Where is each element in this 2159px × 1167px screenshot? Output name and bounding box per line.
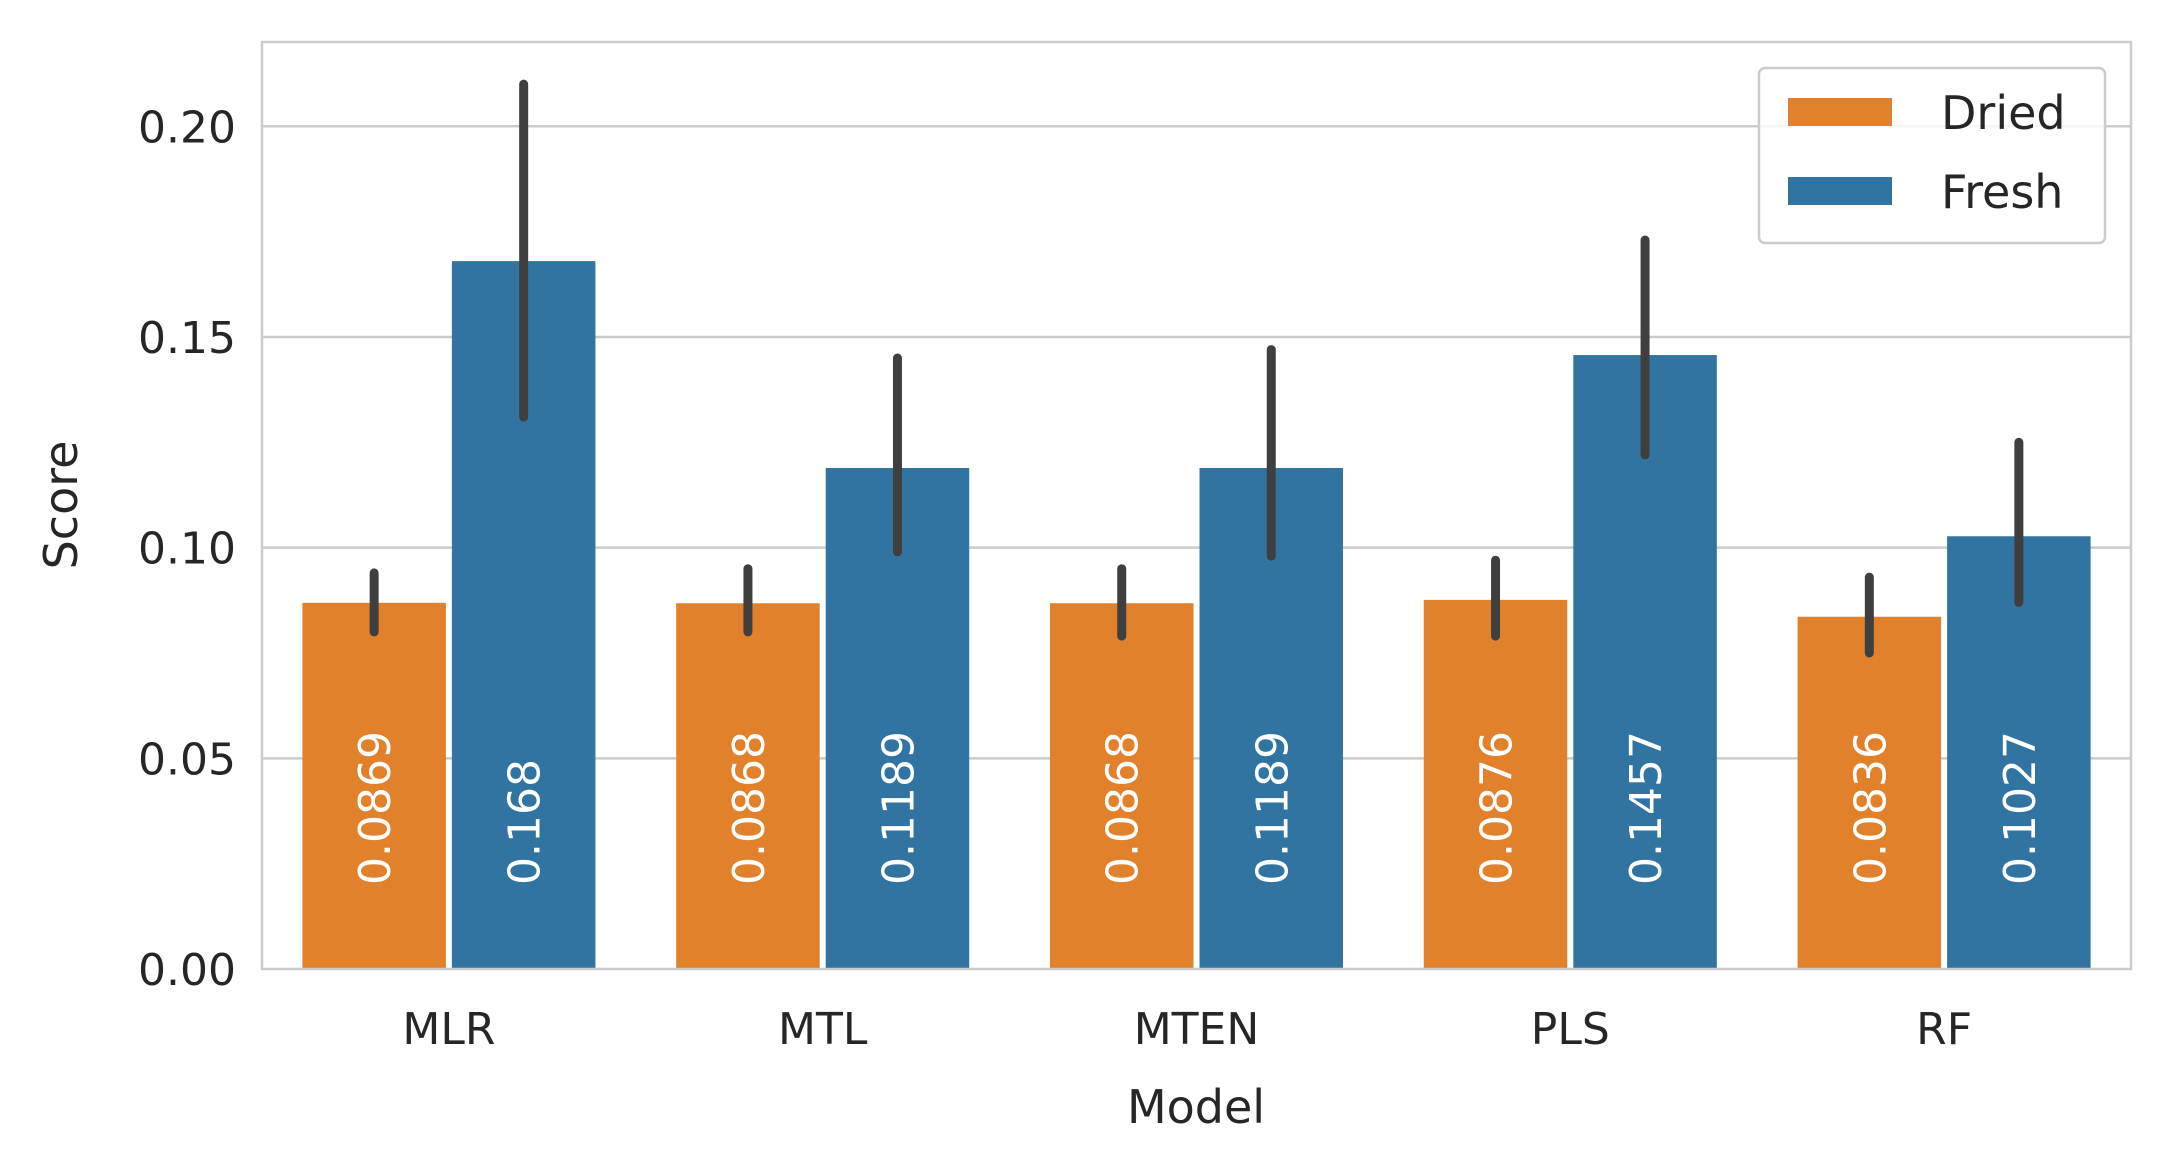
data-label-fresh: 0.1189 bbox=[1247, 731, 1298, 885]
data-label-dried: 0.0868 bbox=[724, 731, 775, 885]
legend-swatch-dried bbox=[1788, 98, 1892, 126]
data-label-fresh: 0.1027 bbox=[1995, 731, 2046, 885]
bar-dried bbox=[1049, 603, 1194, 969]
bar-dried bbox=[1423, 599, 1568, 969]
data-label-dried: 0.0876 bbox=[1472, 731, 1523, 885]
bar-fresh bbox=[1947, 536, 2091, 969]
legend-swatch-fresh bbox=[1788, 177, 1892, 205]
y-tick-labels: 0.00 0.05 0.10 0.15 0.20 bbox=[138, 102, 236, 996]
y-tick-label: 0.05 bbox=[138, 734, 236, 785]
data-label-fresh: 0.1189 bbox=[873, 731, 924, 885]
data-label-dried: 0.0836 bbox=[1845, 731, 1896, 885]
x-tick-labels: MLR MTL MTEN PLS RF bbox=[402, 1004, 1972, 1055]
x-tick-label: RF bbox=[1916, 1004, 1972, 1055]
error-bars bbox=[369, 79, 2024, 658]
bars bbox=[302, 261, 2091, 969]
data-label-fresh: 0.1457 bbox=[1621, 731, 1672, 885]
x-tick-label: MTL bbox=[778, 1004, 868, 1055]
y-tick-label: 0.00 bbox=[138, 945, 236, 996]
y-tick-label: 0.10 bbox=[138, 524, 236, 575]
x-axis-title: Model bbox=[1127, 1080, 1265, 1134]
legend-label-fresh: Fresh bbox=[1941, 165, 2063, 219]
data-label-dried: 0.0869 bbox=[350, 731, 401, 885]
y-tick-label: 0.15 bbox=[138, 313, 236, 364]
x-tick-label: MTEN bbox=[1134, 1004, 1260, 1055]
bar-dried bbox=[1797, 616, 1942, 969]
data-labels: 0.0869 0.0868 0.0868 0.0876 0.0836 0.168 0.118… bbox=[350, 731, 2046, 885]
y-tick-label: 0.20 bbox=[138, 102, 236, 153]
legend-label-dried: Dried bbox=[1941, 86, 2066, 140]
data-label-fresh: 0.168 bbox=[500, 759, 551, 885]
y-axis-title: Score bbox=[34, 441, 88, 570]
plot-frame bbox=[260, 40, 2133, 971]
legend: Dried Fresh bbox=[1757, 66, 2107, 245]
bar-dried bbox=[676, 603, 820, 969]
bar-dried bbox=[302, 602, 446, 969]
data-label-dried: 0.0868 bbox=[1098, 731, 1149, 885]
x-tick-label: MLR bbox=[402, 1004, 495, 1055]
x-tick-label: PLS bbox=[1531, 1004, 1610, 1055]
